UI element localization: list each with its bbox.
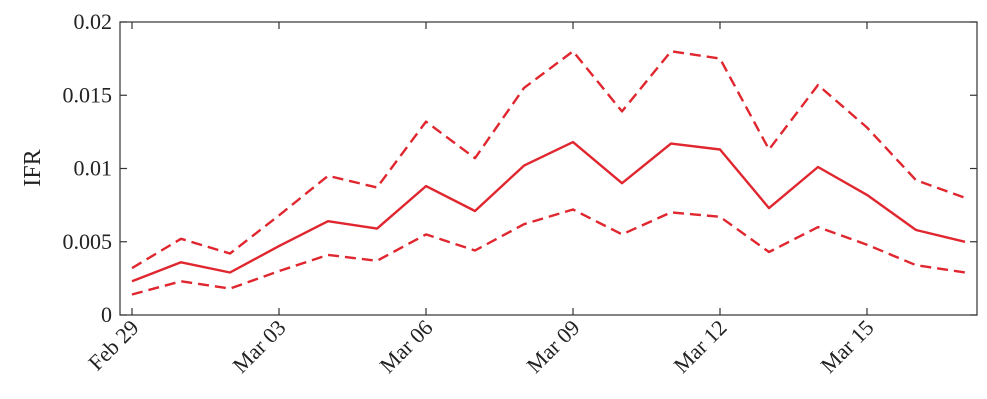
x-tick-label: Feb 29 (83, 315, 143, 375)
y-axis-title: IFR (20, 149, 46, 186)
x-tick-label: Mar 03 (227, 315, 290, 378)
y-tick-label: 0.015 (63, 82, 113, 107)
x-tick-label: Mar 09 (521, 315, 584, 378)
y-tick-label: 0 (101, 302, 112, 327)
y-tick-label: 0.02 (74, 9, 113, 34)
plot-area (119, 21, 978, 316)
y-tick-label: 0.005 (63, 229, 113, 254)
dashed-series-line-2 (131, 208, 966, 296)
x-tick-label: Mar 15 (815, 315, 878, 378)
solid-series-line (131, 140, 966, 283)
dashed-series-line-0 (131, 50, 966, 270)
y-axis: 0 0.005 0.01 0.015 0.02 (63, 9, 977, 327)
x-tick-label: Mar 06 (374, 315, 437, 378)
series-layer (131, 50, 966, 296)
x-tick-label: Mar 12 (668, 315, 731, 378)
y-tick-label: 0.01 (74, 156, 113, 181)
